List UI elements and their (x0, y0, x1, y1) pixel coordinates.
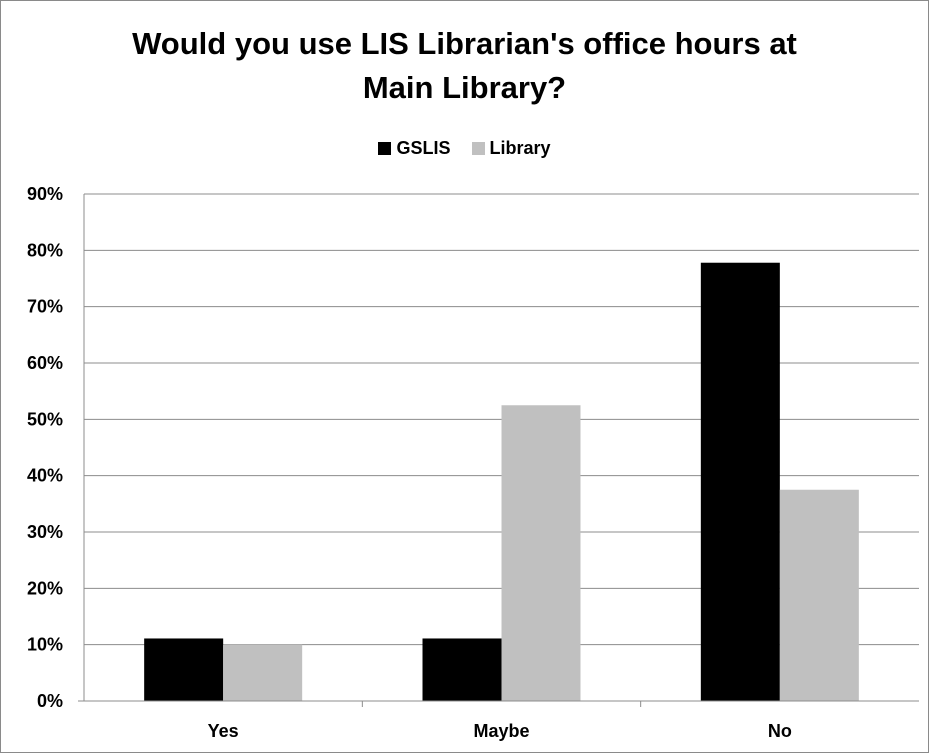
legend-entry-library: Library (471, 137, 551, 159)
x-tick-label-yes: Yes (208, 721, 239, 741)
y-tick-label: 20% (27, 578, 63, 598)
x-tick-label-no: No (768, 721, 792, 741)
bar-no-gslis (700, 262, 780, 701)
legend-label-gslis: GSLIS (396, 137, 451, 158)
y-tick-label: 30% (27, 522, 63, 542)
y-tick-label: 10% (27, 635, 63, 655)
y-tick-label: 40% (27, 466, 63, 486)
legend-entry-gslis: GSLIS (378, 138, 450, 159)
bar-maybe-library (501, 405, 581, 701)
y-tick-label: 70% (27, 297, 63, 317)
y-tick-label: 80% (27, 240, 63, 260)
y-tick-label: 60% (27, 353, 63, 373)
chart-title-line-2: Main Library? (362, 70, 567, 105)
legend: GSLIS Library (0, 137, 929, 159)
chart-title-line-1: Would you use LIS Librarian's office hou… (132, 26, 797, 61)
legend-swatch-gslis (378, 141, 392, 155)
chart-title: Would you use LIS Librarian's office hou… (0, 22, 929, 110)
legend-label-library: Library (489, 137, 551, 158)
bar-yes-gslis (144, 638, 224, 701)
x-tick-label-maybe: Maybe (473, 721, 529, 741)
y-tick-label: 50% (27, 409, 63, 429)
bar-no-library (779, 489, 859, 701)
bar-yes-library (223, 644, 303, 701)
bar-maybe-gslis (422, 638, 502, 701)
y-tick-label: 90% (27, 184, 63, 204)
legend-swatch-library (471, 141, 485, 155)
y-tick-label: 0% (37, 691, 63, 711)
